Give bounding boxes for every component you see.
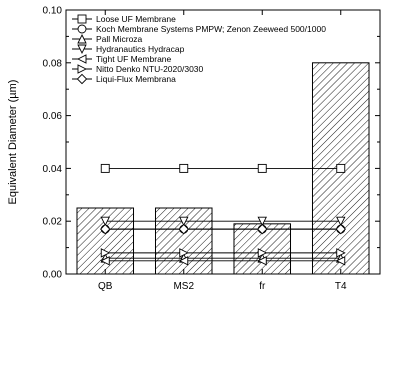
y-axis-title: Equivalent Diameter (µm) [7,80,19,205]
y-tick-label: 0.00 [43,270,63,281]
legend-item-2: Koch Membrane Systems PMPW; Zenon Zeewee… [72,24,326,34]
series-4 [100,216,346,227]
y-tick-label: 0.10 [43,6,63,17]
legend-item-7: Liqui-Flux Membrana [72,73,176,85]
legend-label: Koch Membrane Systems PMPW; Zenon Zeewee… [96,24,326,34]
series-4-point-2 [179,216,189,227]
series-1-point-4 [336,163,346,173]
legend-item-3: Pall Microza [72,33,143,44]
legend-swatch-marker [77,24,87,34]
series-6-point-1 [100,248,111,258]
series-7-point-4 [335,223,346,235]
y-tick-label: 0.06 [43,111,63,122]
series-5 [100,256,346,266]
series-6-point-3 [257,248,268,258]
series-7-point-2 [178,223,189,235]
legend-item-6: Nitto Denko NTU-2020/3030 [72,64,204,74]
series-4-point-1 [100,216,110,227]
y-tick-label: 0.04 [43,164,63,175]
series-4-point-3 [257,216,267,227]
y-tick-label: 0.02 [43,217,63,228]
legend-swatch-marker [77,64,88,74]
series-6 [100,248,346,258]
legend-swatch-marker [76,73,88,85]
series-lines-layer [100,163,346,266]
series-1-point-1 [100,163,110,173]
series-1-point-2 [179,163,189,173]
legend-item-4: Hydranautics Hydracap [72,44,185,55]
series-5-point-1 [100,256,110,266]
series-7-point-1 [100,223,111,235]
series-1 [100,163,346,173]
legend-label: Hydranautics Hydracap [96,44,185,54]
legend-label: Loose UF Membrane [96,14,176,24]
series-5-point-4 [335,256,346,266]
legend-label: Liqui-Flux Membrana [96,74,176,84]
series-7 [100,223,346,235]
legend-swatch-marker [77,33,87,44]
legend-item-5: Tight UF Membrane [72,54,172,64]
x-tick-label-ms2: MS2 [173,281,194,292]
x-tick-label-qb: QB [98,281,113,292]
legend-swatch-marker [77,44,87,55]
legend-label: Nitto Denko NTU-2020/3030 [96,64,204,74]
x-tick-label-fr: fr [259,281,266,292]
y-tick-label: 0.08 [43,58,63,69]
series-1-point-3 [257,163,267,173]
legend-label: Tight UF Membrane [96,54,172,64]
legend-item-1: Loose UF Membrane [72,14,176,24]
series-7-point-3 [257,223,268,235]
legend-swatch-marker [77,14,87,24]
series-5-point-2 [178,256,189,266]
series-6-point-4 [336,248,346,258]
legend-label: Pall Microza [96,34,143,44]
x-tick-label-t4: T4 [335,281,347,292]
series-5-point-3 [257,256,267,266]
series-6-point-2 [179,248,189,258]
axis-layer: 0.00 0.02 0.04 0.06 0.08 0.10 QB MS2 fr T4 [43,6,380,292]
series-4-point-4 [336,216,346,227]
legend-swatch-marker [76,54,87,64]
